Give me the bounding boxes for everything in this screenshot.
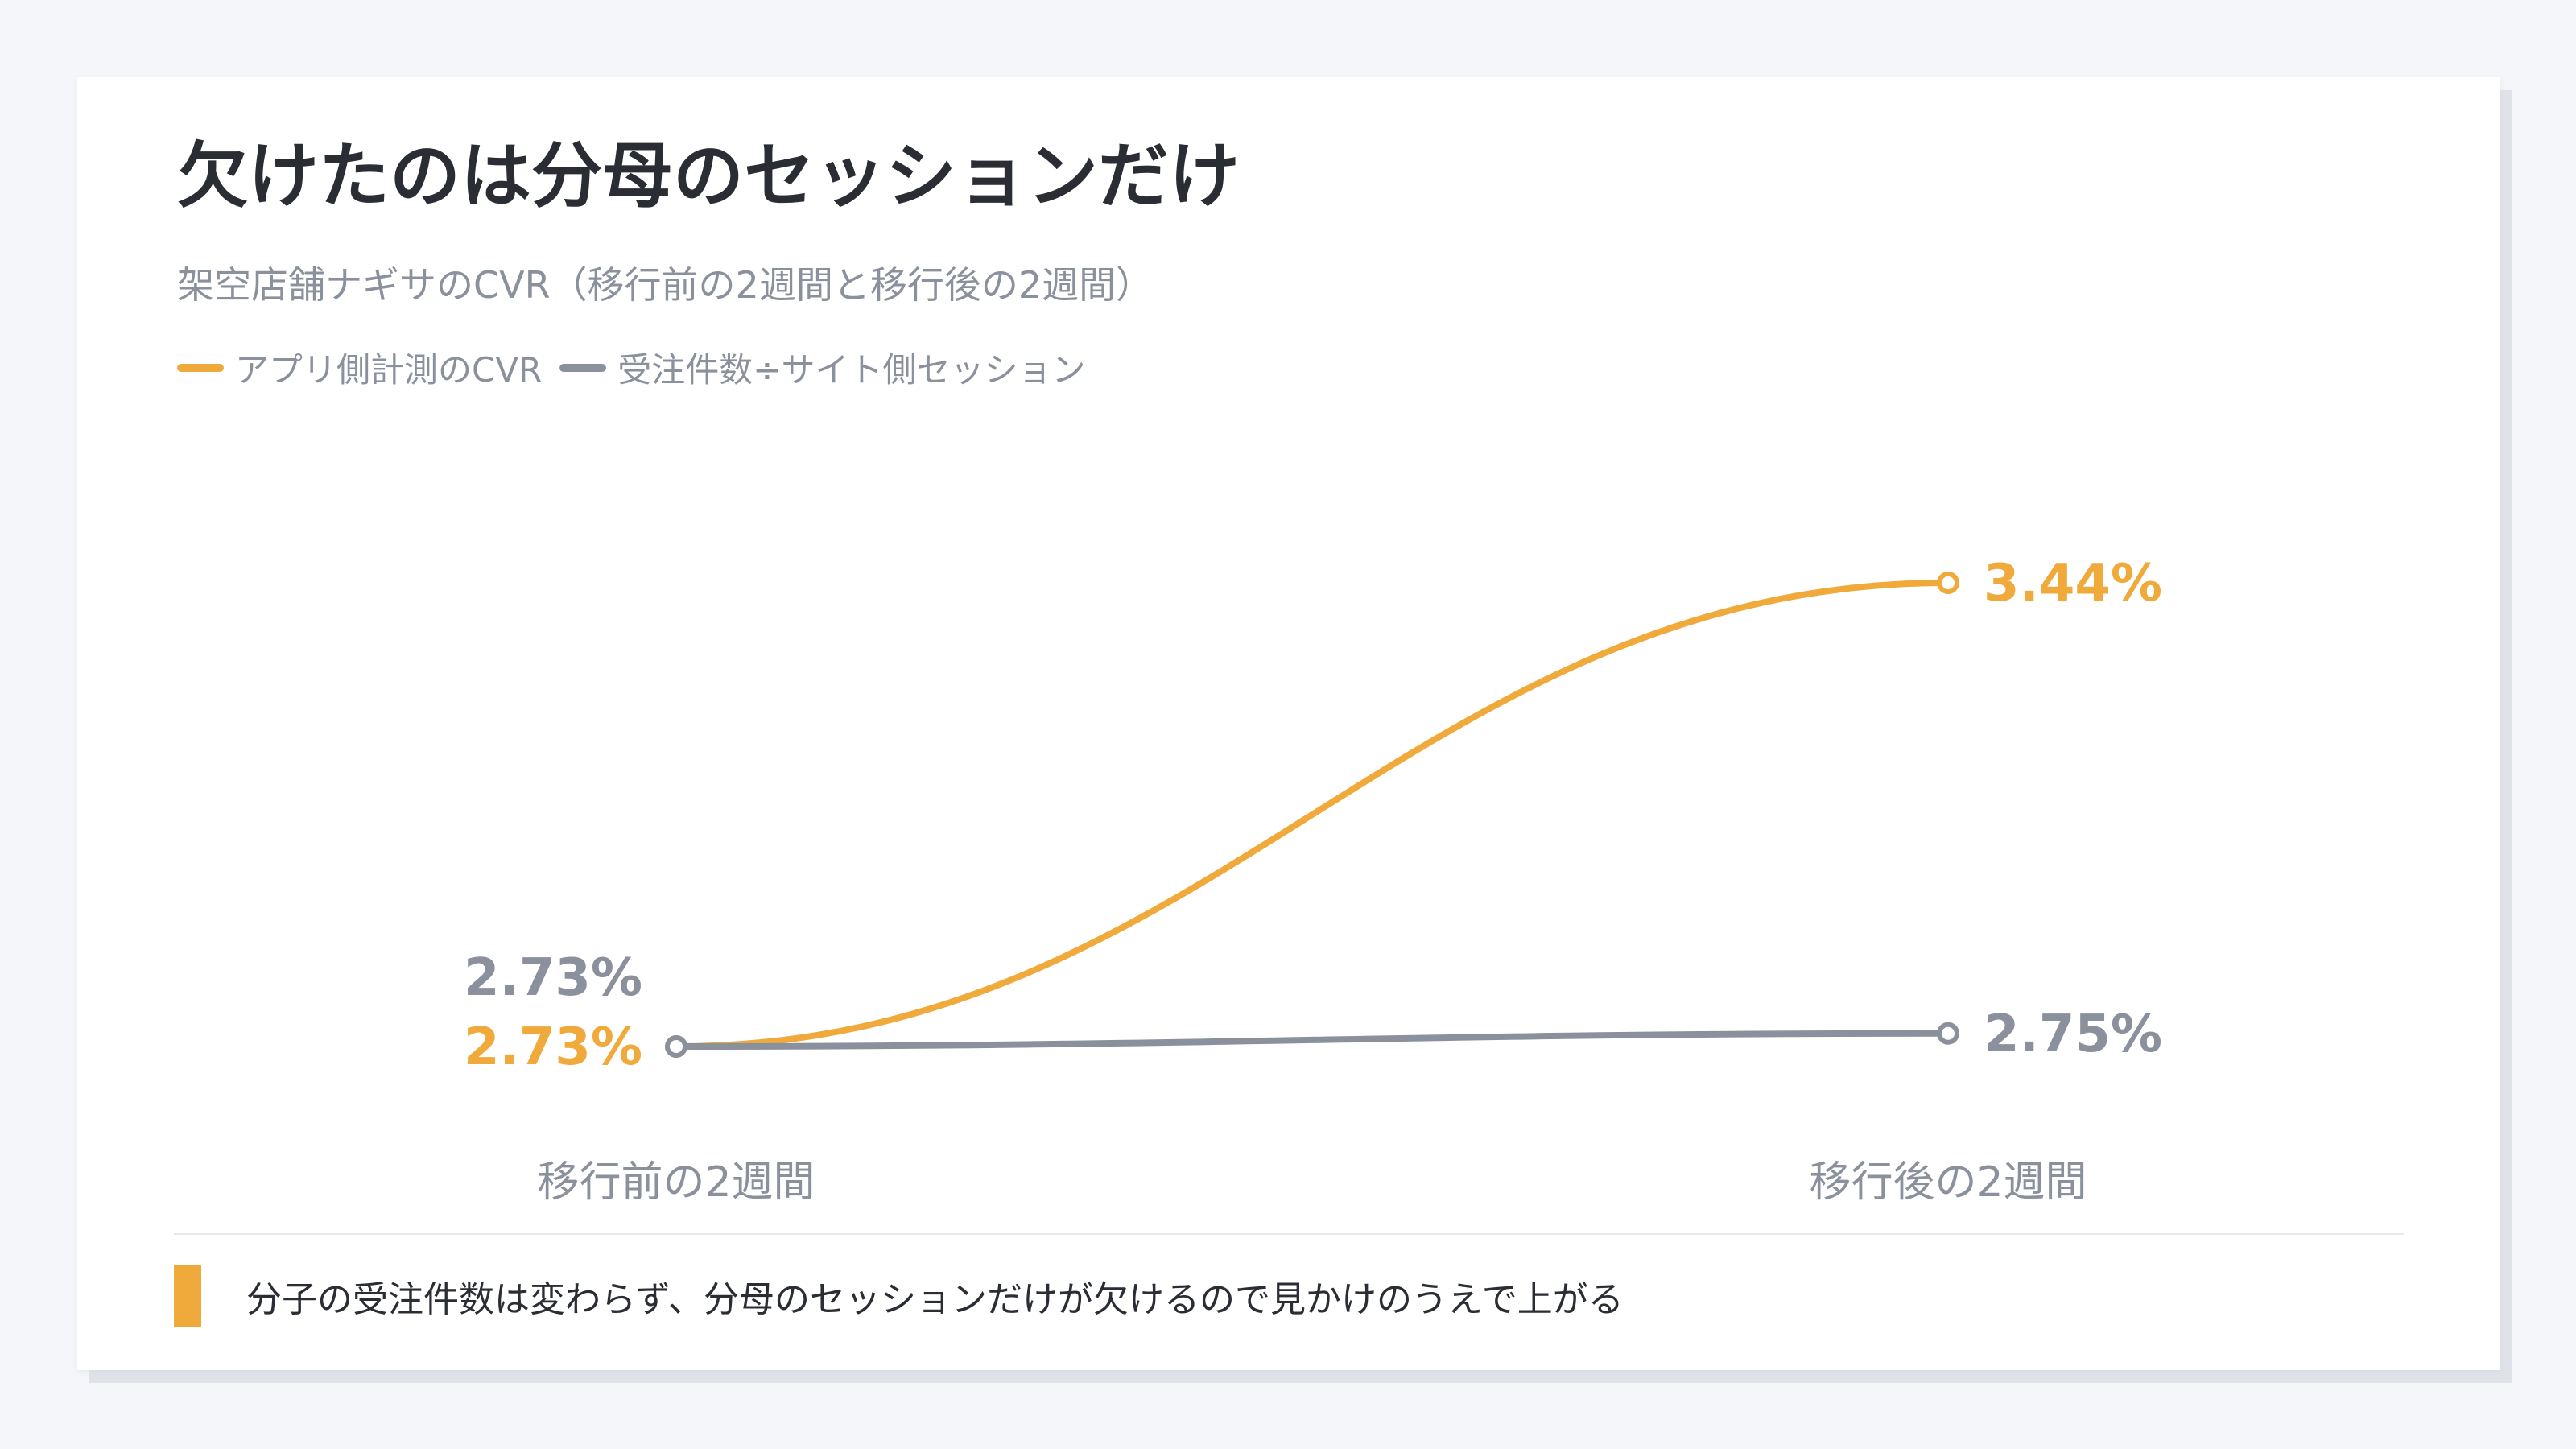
chart-title: 欠けたのは分母のセッションだけ bbox=[177, 134, 1241, 217]
divider bbox=[174, 1233, 2404, 1235]
data-label-series-1-end: 2.75% bbox=[1984, 1005, 2162, 1064]
data-label-series-0-start: 2.73% bbox=[464, 1018, 642, 1077]
data-label-series-1-start: 2.73% bbox=[464, 948, 642, 1008]
x-axis-label-1: 移行後の2週間 bbox=[1809, 1158, 2087, 1207]
chart-subtitle: 架空店舗ナギサのCVR（移行前の2週間と移行後の2週間） bbox=[177, 263, 1154, 307]
series-1-point-0 bbox=[665, 1035, 687, 1058]
note-accent-bar bbox=[174, 1265, 201, 1327]
series-line-0 bbox=[673, 580, 1951, 1050]
legend-label-site-cvr: 受注件数÷サイト側セッション bbox=[617, 350, 1086, 390]
chart-note: 分子の受注件数は変わらず、分母のセッションだけが欠けるので見かけのうえで上がる bbox=[174, 1265, 1624, 1327]
legend-item-site-cvr: 受注件数÷サイト側セッション bbox=[559, 343, 1085, 392]
chart-card: 欠けたのは分母のセッションだけ 架空店舗ナギサのCVR（移行前の2週間と移行後の… bbox=[77, 77, 2500, 1370]
chart-legend: アプリ側計測のCVR 受注件数÷サイト側セッション bbox=[177, 343, 1103, 392]
legend-item-app-cvr: アプリ側計測のCVR bbox=[177, 343, 542, 392]
data-label-series-0-end: 3.44% bbox=[1984, 554, 2162, 613]
series-1-point-1 bbox=[1937, 1022, 1959, 1045]
series-line-1 bbox=[673, 1030, 1951, 1050]
series-0-point-1 bbox=[1937, 572, 1959, 594]
legend-swatch-site-cvr bbox=[559, 363, 607, 372]
legend-swatch-app-cvr bbox=[177, 363, 224, 372]
x-axis-label-0: 移行前の2週間 bbox=[537, 1158, 815, 1207]
line-chart: 2.73% 3.44% 2.73% 2.75% 移行前の2週間 移行後の2週間 bbox=[464, 554, 2162, 1207]
legend-label-app-cvr: アプリ側計測のCVR bbox=[235, 350, 543, 390]
note-text: 分子の受注件数は変わらず、分母のセッションだけが欠けるので見かけのうえで上がる bbox=[246, 1279, 1624, 1320]
